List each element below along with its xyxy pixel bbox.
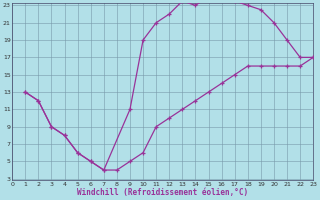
X-axis label: Windchill (Refroidissement éolien,°C): Windchill (Refroidissement éolien,°C) [77, 188, 248, 197]
